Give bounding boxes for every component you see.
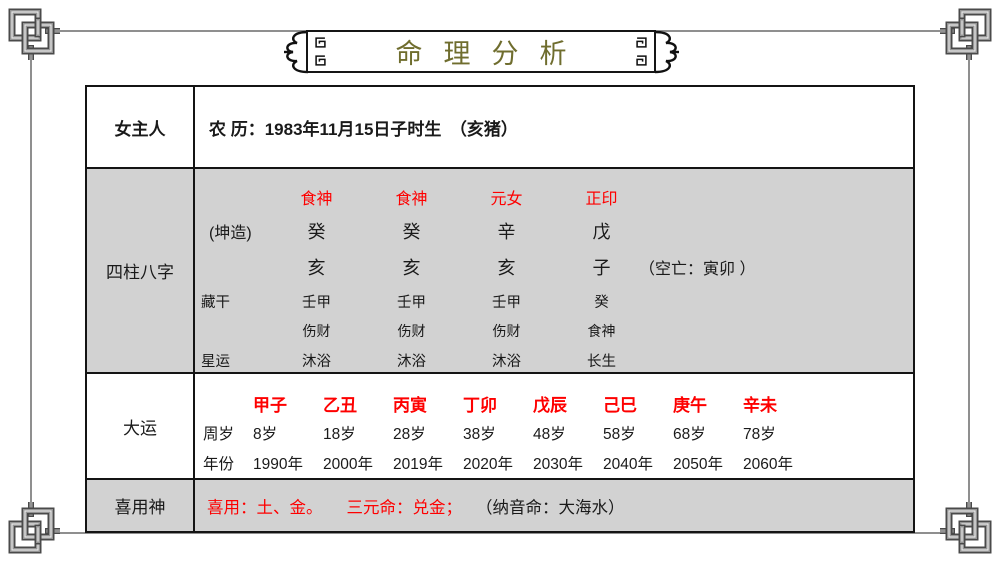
fuxing-value: 食神	[587, 323, 616, 339]
xiyong-text: 喜用：土、金。 三元命：兑金； （纳音命：大海水）	[195, 480, 913, 531]
bazi-table: 女主人 农 历：1983年11月15日子时生 （亥猪） 四柱八字 食神 食神 元…	[85, 85, 915, 533]
fret-square-icon	[315, 55, 326, 66]
table-row-owner: 女主人 农 历：1983年11月15日子时生 （亥猪）	[87, 87, 913, 167]
dayun-stem: 丙寅	[393, 395, 427, 415]
canggan-label: 藏干	[201, 294, 230, 311]
frame-line-right	[968, 46, 970, 516]
dayun-year: 2040年	[603, 456, 653, 473]
frame-line-bottom	[46, 532, 954, 534]
pillar-stems-row: (坤造) 癸 癸 辛 戊	[195, 213, 913, 249]
fuxing-row: 伤财 伤财 伤财 食神	[195, 317, 913, 345]
fret-square-icon	[636, 55, 647, 66]
canggan-value: 壬甲	[302, 294, 331, 311]
owner-birth-text: 农 历：1983年11月15日子时生 （亥猪）	[209, 119, 518, 139]
dayun-age: 38岁	[463, 426, 496, 443]
kun-label: (坤造)	[209, 225, 252, 242]
dayun-age: 68岁	[673, 426, 706, 443]
corner-knot-icon	[8, 502, 60, 554]
pillar-stem: 戊	[592, 222, 611, 242]
title-frame: 命理分析	[306, 30, 656, 73]
dayun-year: 2030年	[533, 456, 583, 473]
pillar-branch: 亥	[402, 258, 421, 278]
xingyun-value: 沐浴	[397, 353, 426, 370]
dayun-year: 2019年	[393, 456, 443, 473]
table-row-dayun: 大运 甲子 乙丑 丙寅 丁卯 戊辰 己巳 庚午 辛未 周岁 8岁 18岁	[87, 372, 913, 478]
pillar-stem: 癸	[307, 222, 326, 242]
kongwang-note: （空亡：寅卯 ）	[639, 261, 756, 278]
dayun-year: 2060年	[743, 456, 793, 473]
xiyong-label: 喜用神	[87, 480, 195, 531]
owner-label: 女主人	[87, 87, 195, 167]
table-row-xiyong: 喜用神 喜用：土、金。 三元命：兑金； （纳音命：大海水）	[87, 478, 913, 531]
dayun-years-row: 年份 1990年 2000年 2019年 2020年 2030年 2040年 2…	[195, 448, 913, 478]
frame-line-left	[30, 46, 32, 516]
pillar-god: 正印	[585, 191, 618, 208]
pillar-branches-row: 亥 亥 亥 子 （空亡：寅卯 ）	[195, 249, 913, 285]
pillar-god: 食神	[395, 191, 428, 208]
dayun-ages-row: 周岁 8岁 18岁 28岁 38岁 48岁 58岁 68岁 78岁	[195, 418, 913, 448]
pillar-branch: 亥	[307, 258, 326, 278]
dayun-age: 28岁	[393, 426, 426, 443]
sanyuan-red-segment: 三元命：兑金；	[346, 498, 463, 517]
page-title: 命理分析	[395, 39, 588, 70]
canggan-value: 癸	[594, 294, 609, 311]
canggan-value: 壬甲	[492, 294, 521, 311]
xingyun-row: 星运 沐浴 沐浴 沐浴 长生	[195, 345, 913, 375]
cloud-scroll-icon	[284, 30, 308, 74]
fuxing-value: 伤财	[397, 323, 426, 339]
dayun-stem: 甲子	[253, 395, 287, 415]
dayun-stem: 乙丑	[323, 395, 357, 415]
dayun-stems-row: 甲子 乙丑 丙寅 丁卯 戊辰 己巳 庚午 辛未	[195, 388, 913, 418]
dayun-age: 48岁	[533, 426, 566, 443]
pillar-god: 食神	[300, 191, 333, 208]
pillar-branch: 子	[592, 258, 611, 278]
pillar-stem: 辛	[497, 222, 516, 242]
pillar-god: 元女	[490, 191, 523, 208]
pillar-stem: 癸	[402, 222, 421, 242]
fret-square-icon	[636, 37, 647, 48]
dayun-year: 2000年	[323, 456, 373, 473]
dayun-age: 58岁	[603, 426, 636, 443]
dayun-year: 2050年	[673, 456, 723, 473]
pillar-gods-row: 食神 食神 元女 正印	[195, 181, 913, 213]
dayun-stem: 辛未	[743, 395, 777, 415]
dayun-year: 1990年	[253, 456, 303, 473]
xingyun-value: 长生	[587, 353, 616, 370]
dayun-year: 2020年	[463, 456, 513, 473]
dayun-stem: 庚午	[673, 395, 707, 415]
corner-knot-icon	[940, 502, 992, 554]
xingyun-value: 沐浴	[302, 353, 331, 370]
xiyong-red-segment: 喜用：土、金。	[207, 498, 323, 517]
dayun-age: 18岁	[323, 426, 356, 443]
dayun-stem: 丁卯	[463, 395, 497, 415]
dayun-stem: 戊辰	[533, 395, 567, 415]
xingyun-value: 沐浴	[492, 353, 521, 370]
canggan-row: 藏干 壬甲 壬甲 壬甲 癸	[195, 285, 913, 317]
dayun-grid: 甲子 乙丑 丙寅 丁卯 戊辰 己巳 庚午 辛未 周岁 8岁 18岁 28岁 38…	[195, 374, 913, 478]
xingyun-label: 星运	[201, 353, 230, 370]
pillar-branch: 亥	[497, 258, 516, 278]
nayin-black-segment: （纳音命：大海水）	[476, 498, 625, 517]
age-label: 周岁	[203, 426, 235, 443]
cloud-scroll-icon	[655, 30, 679, 74]
year-label: 年份	[203, 456, 235, 473]
canggan-value: 壬甲	[397, 294, 426, 311]
fuxing-value: 伤财	[492, 323, 521, 339]
dayun-age: 78岁	[743, 426, 776, 443]
pillars-label: 四柱八字	[87, 169, 195, 372]
fuxing-value: 伤财	[302, 323, 331, 339]
pillars-grid: 食神 食神 元女 正印 (坤造) 癸 癸 辛 戊 亥 亥 亥 子	[195, 169, 913, 372]
dayun-label: 大运	[87, 374, 195, 478]
fret-square-icon	[315, 37, 326, 48]
dayun-stem: 己巳	[603, 395, 637, 415]
dayun-age: 8岁	[253, 426, 278, 443]
table-row-pillars: 四柱八字 食神 食神 元女 正印 (坤造) 癸 癸 辛 戊	[87, 167, 913, 372]
corner-knot-icon	[940, 8, 992, 60]
corner-knot-icon	[8, 8, 60, 60]
